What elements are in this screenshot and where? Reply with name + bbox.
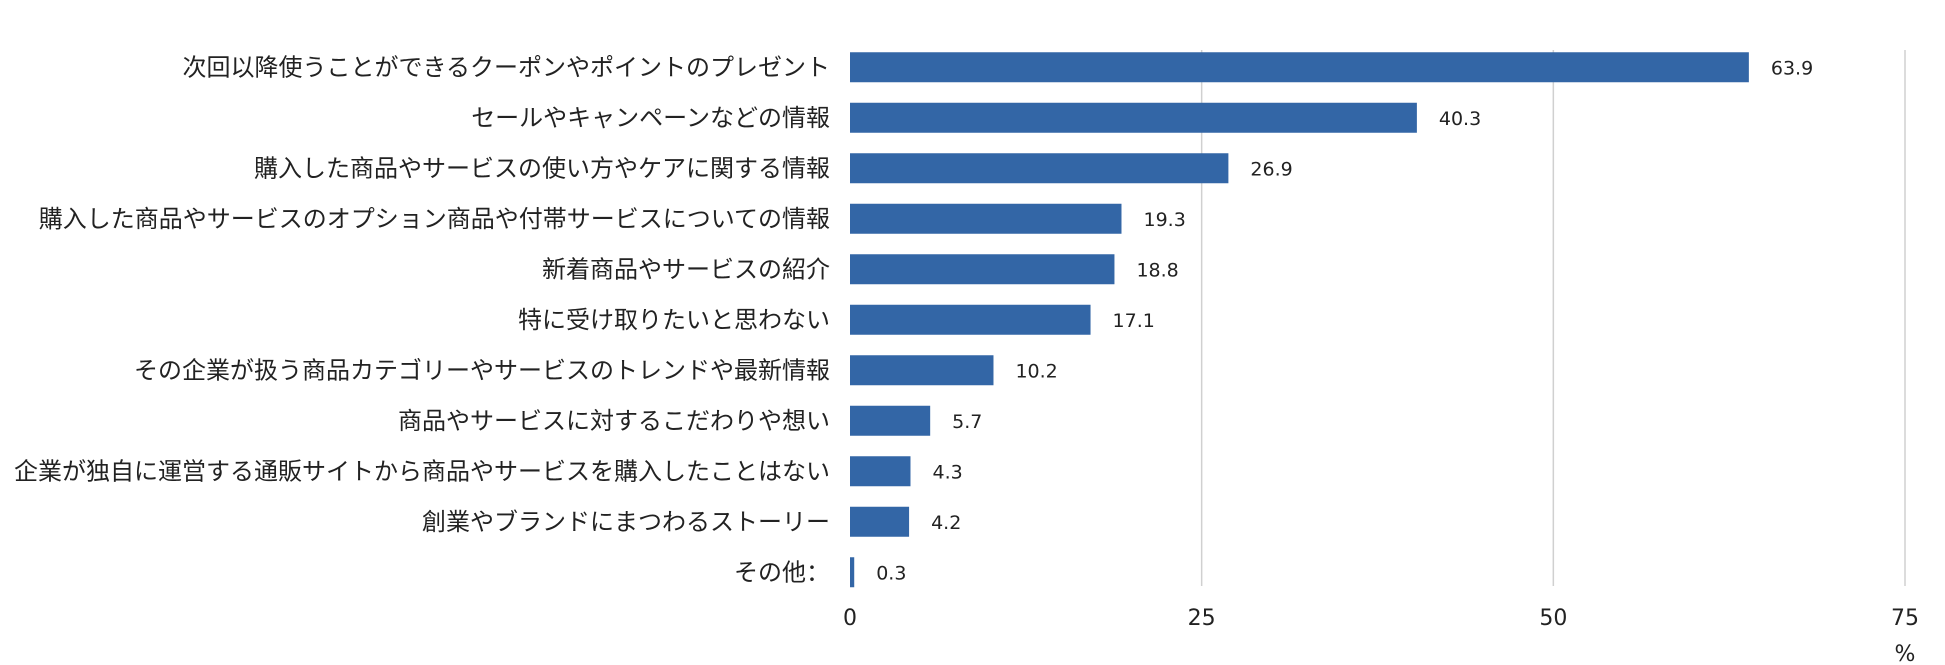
value-label-4: 19.3: [1143, 209, 1185, 231]
category-label-10: 創業やブランドにまつわるストーリー: [422, 508, 830, 536]
category-label-6: 特に受け取りたいと思わない: [518, 306, 830, 334]
value-label-9: 4.3: [932, 461, 962, 483]
category-labels: 次回以降使うことができるクーポンやポイントのプレゼントセールやキャンペーンなどの…: [14, 53, 830, 586]
value-label-10: 4.2: [931, 512, 961, 534]
value-label-3: 26.9: [1250, 158, 1292, 180]
category-label-1: 次回以降使うことができるクーポンやポイントのプレゼント: [182, 53, 830, 81]
value-label-7: 10.2: [1015, 360, 1057, 382]
bar-7: [850, 355, 994, 386]
value-label-1: 63.9: [1771, 57, 1813, 79]
category-label-7: その企業が扱う商品カテゴリーやサービスのトレンドや最新情報: [134, 356, 830, 384]
x-axis-unit-label: %: [1895, 642, 1916, 665]
bar-8: [850, 405, 931, 436]
value-label-11: 0.3: [876, 562, 906, 584]
bar-5: [850, 254, 1115, 285]
bar-11: [850, 557, 855, 588]
value-label-6: 17.1: [1113, 310, 1155, 332]
bars: [850, 52, 1749, 588]
gridlines: [1200, 50, 1906, 586]
bar-2: [850, 102, 1417, 133]
bar-9: [850, 456, 911, 487]
value-label-8: 5.7: [952, 411, 982, 433]
x-tick-label-25: 25: [1188, 606, 1216, 631]
bar-3: [850, 153, 1229, 184]
category-label-11: その他：: [734, 558, 830, 586]
bar-4: [850, 203, 1122, 234]
bar-6: [850, 304, 1091, 335]
value-label-2: 40.3: [1439, 108, 1481, 130]
x-tick-label-75: 75: [1891, 606, 1919, 631]
category-label-9: 企業が独自に運営する通販サイトから商品やサービスを購入したことはない: [14, 457, 830, 485]
bar-1: [850, 52, 1749, 83]
category-label-5: 新着商品やサービスの紹介: [542, 255, 830, 283]
value-label-5: 18.8: [1136, 259, 1178, 281]
x-tick-label-50: 50: [1539, 606, 1567, 631]
x-tick-label-0: 0: [843, 606, 857, 631]
category-label-3: 購入した商品やサービスの使い方やケアに関する情報: [254, 154, 830, 182]
category-label-2: セールやキャンペーンなどの情報: [471, 104, 830, 132]
bar-10: [850, 506, 910, 537]
value-labels: 63.9 40.3 26.9 19.3 18.8 17.1 10.2 5.7 4.3 4.2 0.3: [876, 57, 1813, 584]
category-label-8: 商品やサービスに対するこだわりや想い: [398, 407, 830, 435]
category-label-4: 購入した商品やサービスのオプション商品や付帯サービスについての情報: [39, 205, 830, 233]
x-axis-tick-labels: 0 25 50 75: [843, 606, 1919, 631]
